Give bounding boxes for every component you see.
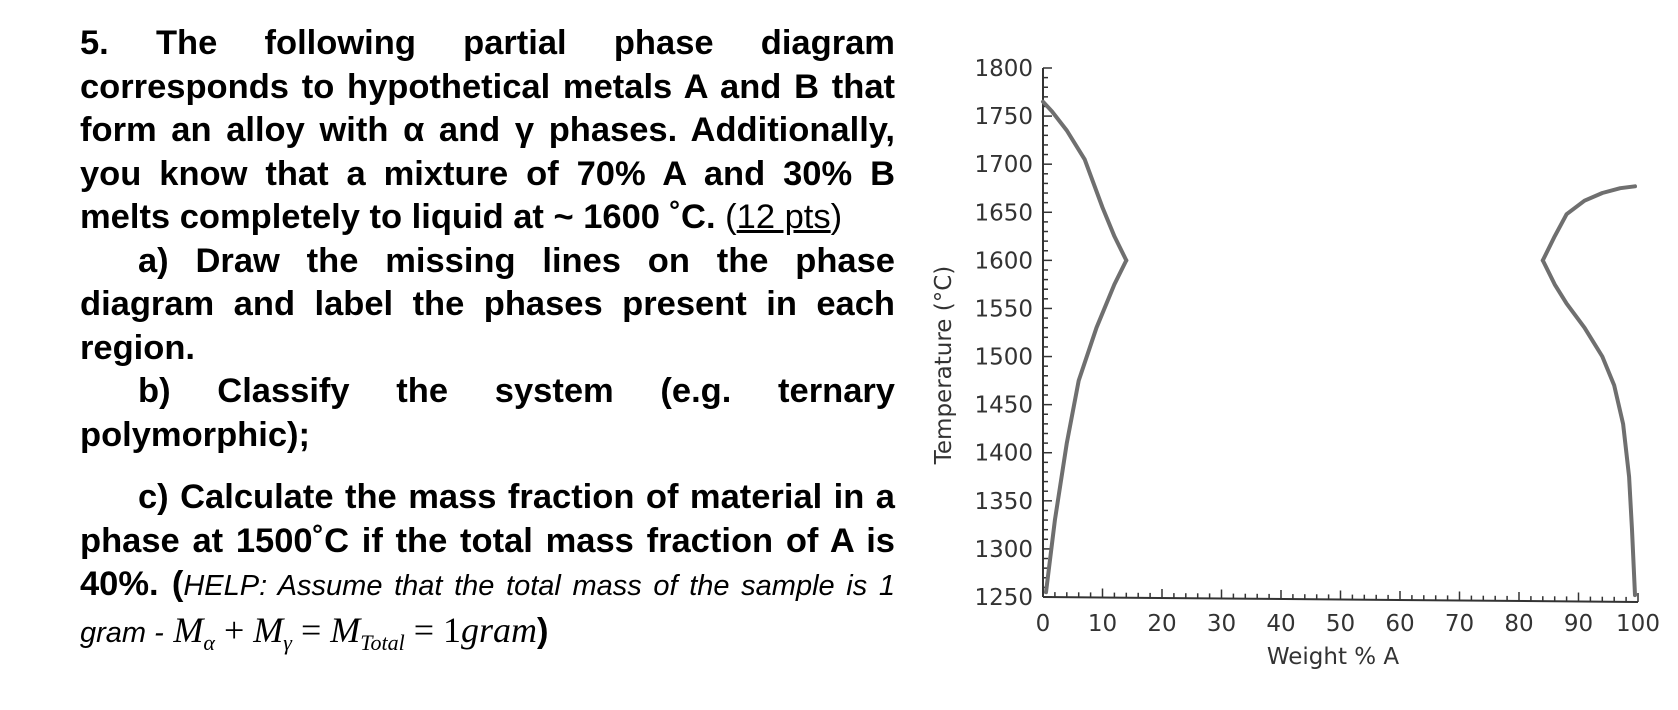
x-tick-label: 80 bbox=[1504, 611, 1533, 637]
y-axis-title: Temperature (°C) bbox=[931, 266, 957, 466]
phase-boundary-line bbox=[1041, 99, 1129, 263]
phase-boundary-line bbox=[1540, 184, 1637, 263]
y-tick-label: 1600 bbox=[974, 248, 1033, 274]
y-tick-label: 1450 bbox=[974, 393, 1033, 419]
x-tick-label: 50 bbox=[1326, 611, 1355, 637]
mass-equation: Mα + Mγ = MTotal = 1gram bbox=[173, 609, 538, 655]
phase-boundary-line bbox=[1540, 258, 1637, 598]
y-tick-label: 1700 bbox=[974, 152, 1033, 178]
help-open: ( bbox=[171, 565, 184, 603]
help-close: ) bbox=[537, 611, 549, 650]
x-tick-label: 90 bbox=[1564, 611, 1593, 637]
y-tick-label: 1500 bbox=[974, 345, 1033, 371]
y-tick-label: 1350 bbox=[974, 489, 1033, 515]
x-axis-title: Weight % A bbox=[1267, 644, 1400, 670]
question-intro-text: 5. The following partial phase diagram c… bbox=[80, 24, 895, 236]
y-tick-label: 1550 bbox=[974, 296, 1033, 322]
phase-boundary-line bbox=[1044, 258, 1129, 595]
x-tick-label: 100 bbox=[1616, 611, 1660, 637]
x-tick-label: 0 bbox=[1036, 611, 1051, 637]
help-text: HELP: Assume that the total mass of the … bbox=[80, 570, 895, 649]
question-text: 5. The following partial phase diagram c… bbox=[80, 22, 895, 664]
y-tick-label: 1400 bbox=[974, 441, 1033, 467]
x-tick-label: 70 bbox=[1445, 611, 1474, 637]
part-c-text: c) Calculate the mass fraction of materi… bbox=[80, 478, 895, 603]
y-tick-label: 1250 bbox=[974, 585, 1033, 611]
points-open: ( bbox=[725, 198, 737, 236]
x-tick-label: 40 bbox=[1266, 611, 1295, 637]
part-a: a) Draw the missing lines on the phase d… bbox=[80, 241, 895, 367]
chart-marks bbox=[1041, 99, 1637, 598]
y-tick-label: 1750 bbox=[974, 104, 1033, 130]
points-label: 12 pts bbox=[736, 198, 831, 236]
x-tick-label: 10 bbox=[1088, 611, 1117, 637]
part-c: c) Calculate the mass fraction of materi… bbox=[80, 476, 895, 664]
y-tick-label: 1650 bbox=[974, 200, 1033, 226]
x-tick-label: 60 bbox=[1385, 611, 1414, 637]
x-tick-label: 20 bbox=[1147, 611, 1176, 637]
points-close: ) bbox=[830, 198, 843, 236]
chart-axes: 1250 1300 1350 1400 1450 1500 1550 1600 1650 1700… bbox=[974, 56, 1660, 637]
part-b: b) Classify the system (e.g. ternary pol… bbox=[80, 372, 895, 454]
y-tick-label: 1800 bbox=[974, 56, 1033, 82]
x-tick-label: 30 bbox=[1207, 611, 1236, 637]
question-intro: 5. The following partial phase diagram c… bbox=[80, 22, 895, 240]
y-tick-label: 1300 bbox=[974, 537, 1033, 563]
